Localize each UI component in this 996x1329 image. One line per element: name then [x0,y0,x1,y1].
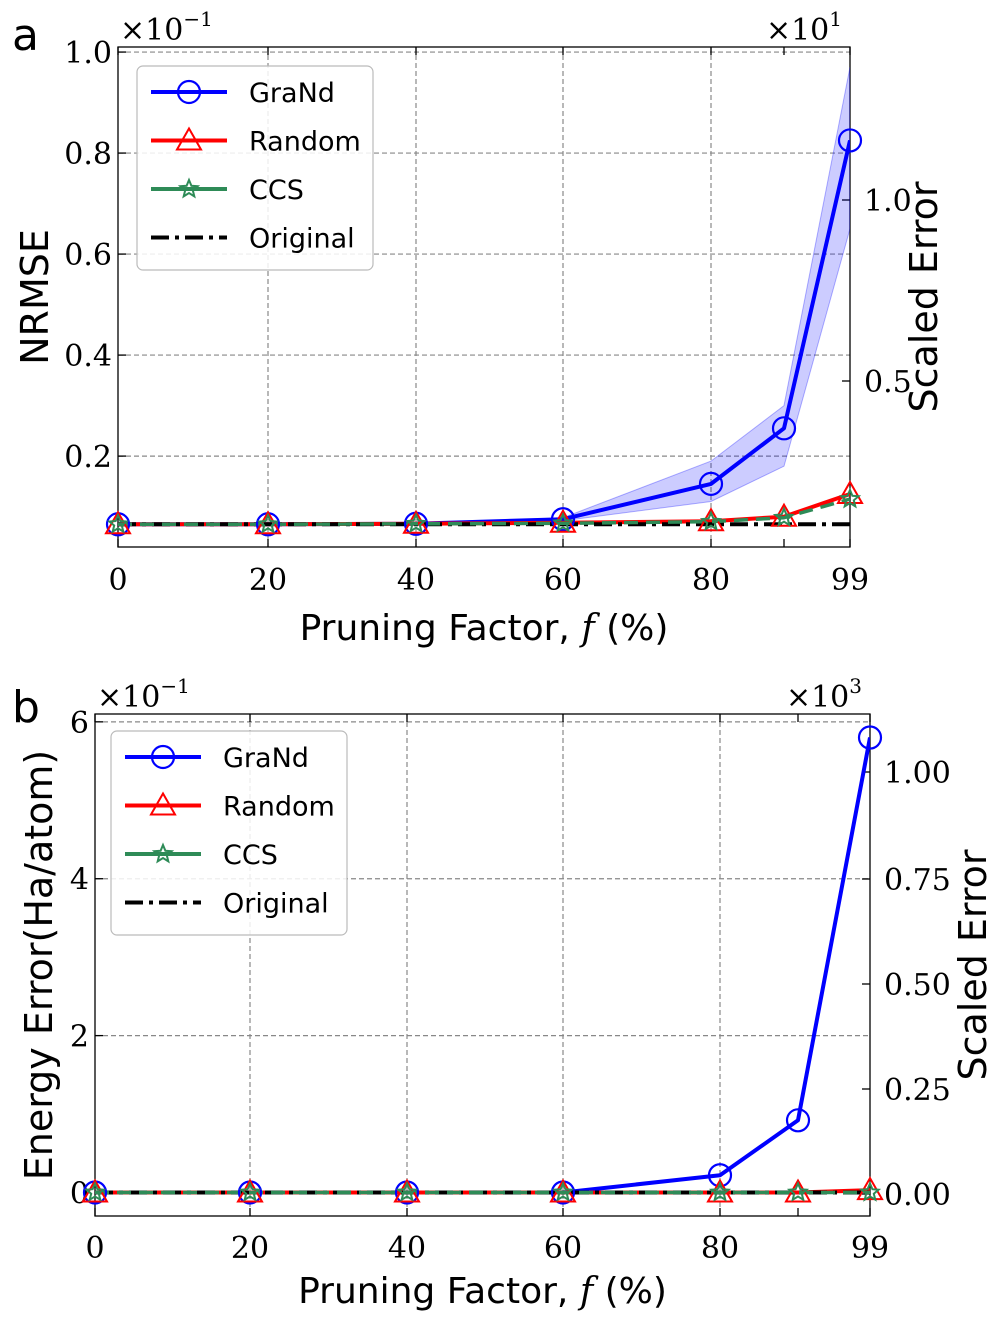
marker-ccs [786,1180,810,1202]
y-right-axis-label: Scaled Error [902,181,946,412]
marker-ccs [404,512,428,534]
marker-ccs [838,487,862,509]
y-axis-label: NRMSE [13,229,57,365]
legend-label-original: Original [249,224,355,255]
y-right-tick-label: 0.25 [884,1073,951,1108]
y-right-tick-label: 1.0 [864,184,912,219]
plot-frame [117,46,851,548]
y-right-tick-label: 0.5 [864,365,912,400]
data-layer [95,737,870,1195]
legend-marker-ccs [151,842,175,864]
legend-marker-random [175,126,203,151]
marker-ccs [551,1180,575,1202]
legend: GraNd Random CCS Original [136,65,374,271]
y-tick-label: 0.2 [64,440,112,475]
legend-label-random: Random [249,127,361,158]
x-axis-label-unit: (%) [595,608,669,649]
y-tick-label: 0 [70,1176,89,1211]
y-right-multiplier: ×101 [766,7,842,48]
x-axis-label: Pruning Factor, f (%) [298,1271,667,1312]
marker-ccs [708,1180,732,1202]
y-right-tick-label: 0.75 [884,863,951,898]
x-axis-label-text: Pruning Factor, [300,608,582,649]
legend-label-random: Random [223,792,335,823]
x-tick-label: 99 [831,563,869,598]
marker-grand [857,725,883,750]
y-right-multiplier-exp: 1 [829,7,842,31]
x-tick-label: 20 [231,1231,269,1266]
marker-grand [550,507,576,532]
y-multiplier-exp: −1 [160,674,189,698]
marker-ccs [858,1180,882,1202]
legend-label-ccs: CCS [223,840,278,871]
y-tick-label: 4 [70,863,89,898]
marker-grand [785,1108,811,1133]
series-line-ccs [118,497,850,527]
marker-ccs [395,1180,419,1202]
legend-marker-random [149,791,177,816]
x-tick-label: 60 [544,1231,582,1266]
panel-b: b 0 20 40 60 80 99 0 2 4 6 0.00 0.25 0.50 0.75 1.00 ×10−… [12,674,995,1312]
marker-ccs [256,512,280,534]
y-right-tick-label: 1.00 [884,756,951,791]
y-right-axis-label: Scaled Error [951,849,995,1080]
x-tick-label: 80 [692,563,730,598]
x-tick-label: 99 [851,1231,889,1266]
x-axis-label-unit: (%) [593,1271,667,1312]
legend-label-ccs: CCS [249,175,304,206]
y-tick-label: 0.4 [64,339,112,374]
y-tick-label: 1.0 [64,36,112,71]
legend-marker-grand [176,79,202,105]
x-tick-label: 0 [85,1231,104,1266]
y-tick-label: 0.8 [64,137,112,172]
x-tick-label: 80 [701,1231,739,1266]
legend-box [110,730,348,936]
marker-grand [837,128,863,153]
x-axis-label-text: Pruning Factor, [298,1271,580,1312]
y-tick-label: 6 [70,706,89,741]
marker-ccs [83,1180,107,1202]
legend: GraNd Random CCS Original [110,730,348,936]
marker-ccs [699,510,723,532]
panel-a: a0 20 40 60 80 990.20.40.60.81.00.51.0×10−1 ×1… [12,7,946,649]
legend-marker-grand [150,744,176,770]
marker-ccs [238,1180,262,1202]
marker-grand [698,471,724,496]
marker-ccs [772,506,796,528]
x-tick-label: 40 [397,563,435,598]
legend-marker-ccs [177,177,201,199]
y-multiplier-exp: −1 [183,7,212,31]
legend-label-original: Original [223,889,329,920]
x-tick-label: 40 [388,1231,426,1266]
y-right-multiplier-exp: 3 [849,674,862,698]
marker-grand [707,1163,733,1188]
legend-label-grand: GraNd [249,78,335,109]
y-tick-label: 2 [70,1020,89,1055]
legend-box [136,65,374,271]
x-tick-label: 0 [108,563,127,598]
x-axis-label: Pruning Factor, f (%) [300,608,669,649]
data-layer [118,67,850,527]
panel-label: b [12,682,40,733]
y-multiplier: ×10−1 [97,674,190,715]
marker-ccs [551,511,575,533]
y-axis-label: Energy Error(Ha/atom) [17,750,61,1181]
y-right-tick-label: 0.00 [884,1178,951,1213]
marker-grand [771,416,797,441]
x-tick-label: 20 [249,563,287,598]
legend-label-grand: GraNd [223,743,309,774]
plot-frame [94,713,871,1217]
y-multiplier: ×10−1 [120,7,213,48]
y-right-multiplier: ×103 [786,674,862,715]
marker-ccs [106,512,130,534]
y-tick-label: 0.6 [64,238,112,273]
y-right-tick-label: 0.50 [884,968,951,1003]
panel-label: a [12,10,39,61]
x-tick-label: 60 [544,563,582,598]
